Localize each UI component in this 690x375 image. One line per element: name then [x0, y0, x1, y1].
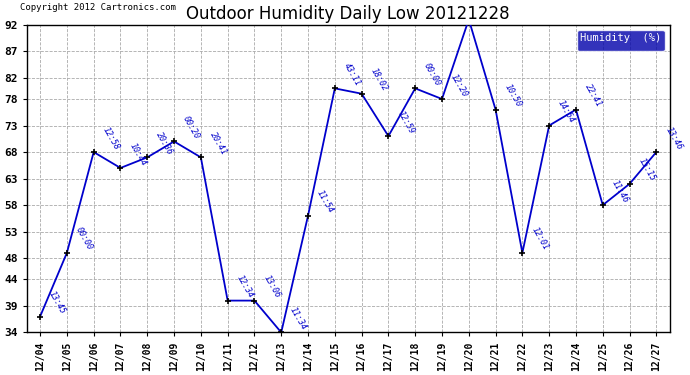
Text: 12:20: 12:20 — [449, 72, 469, 98]
Text: 15:15: 15:15 — [636, 157, 657, 183]
Text: 10:50: 10:50 — [502, 82, 523, 109]
Text: 00:00: 00:00 — [74, 226, 94, 252]
Text: 11:34: 11:34 — [288, 306, 308, 332]
Text: 00:00: 00:00 — [422, 62, 442, 88]
Text: 00:00: 00:00 — [0, 374, 1, 375]
Title: Outdoor Humidity Daily Low 20121228: Outdoor Humidity Daily Low 20121228 — [186, 5, 510, 23]
Text: 12:59: 12:59 — [395, 109, 415, 135]
Text: 12:01: 12:01 — [529, 226, 550, 252]
Legend:  — [577, 30, 664, 51]
Text: 12:34: 12:34 — [235, 274, 255, 300]
Text: 10:44: 10:44 — [128, 141, 148, 167]
Text: 00:20: 00:20 — [181, 114, 201, 141]
Text: 11:46: 11:46 — [610, 178, 630, 204]
Text: Copyright 2012 Cartronics.com: Copyright 2012 Cartronics.com — [20, 3, 176, 12]
Text: 20:36: 20:36 — [154, 130, 175, 157]
Text: 13:06: 13:06 — [262, 274, 282, 300]
Text: 43:11: 43:11 — [342, 62, 362, 88]
Text: 14:54: 14:54 — [556, 99, 576, 125]
Text: 22:41: 22:41 — [583, 82, 603, 109]
Text: 18:02: 18:02 — [368, 67, 389, 93]
Text: 11:54: 11:54 — [315, 189, 335, 215]
Text: 13:46: 13:46 — [663, 125, 684, 151]
Text: 20:41: 20:41 — [208, 130, 228, 157]
Text: 13:45: 13:45 — [47, 290, 68, 316]
Text: 12:58: 12:58 — [101, 125, 121, 151]
